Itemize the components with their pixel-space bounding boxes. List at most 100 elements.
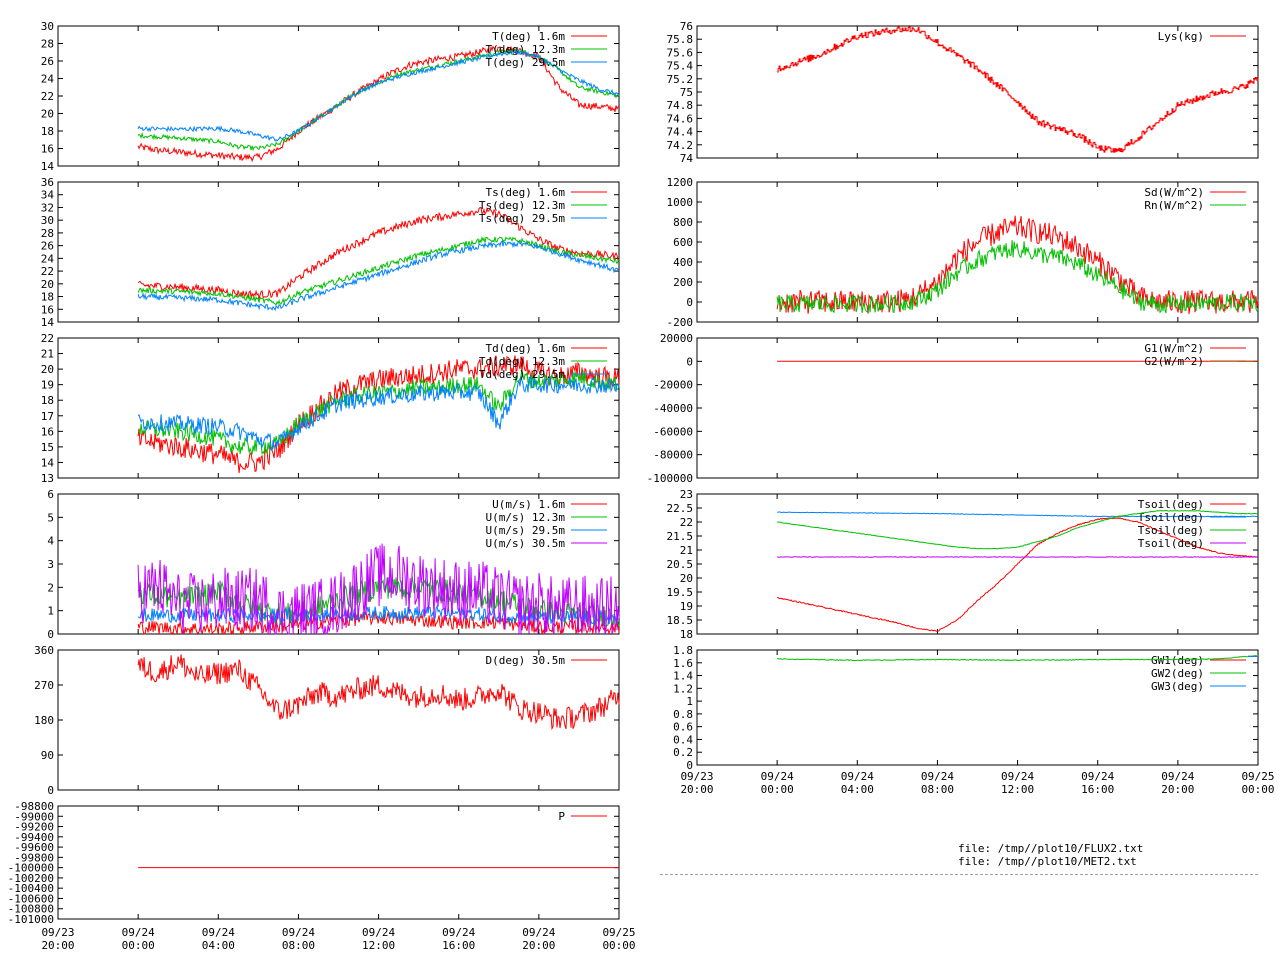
y-tick-label: 19 xyxy=(41,379,54,392)
y-tick-label: -100000 xyxy=(8,862,54,875)
x-tick-label-date: 09/24 xyxy=(202,926,235,939)
y-tick-label: 1 xyxy=(47,605,54,618)
series-soil-temp-2 xyxy=(776,509,1259,550)
y-tick-label: 22 xyxy=(680,516,693,529)
y-tick-label: 18 xyxy=(41,394,54,407)
y-tick-label: 14 xyxy=(41,160,55,173)
legend-label: P xyxy=(558,810,565,823)
y-tick-label: 74 xyxy=(680,152,694,165)
y-tick-label: 18 xyxy=(41,291,54,304)
y-tick-label: -200 xyxy=(667,316,694,329)
y-tick-label: 0 xyxy=(686,296,693,309)
y-tick-label: 0.8 xyxy=(673,708,693,721)
y-tick-label: 16 xyxy=(41,143,54,156)
y-tick-label: 4 xyxy=(47,535,54,548)
y-tick-label: 75.2 xyxy=(667,73,694,86)
panel-wind-dir: 0 90 180 270 360 D(deg) 30.5m xyxy=(34,644,620,797)
x-tick-label-time: 00:00 xyxy=(602,939,635,952)
y-tick-label: 76 xyxy=(680,20,693,33)
y-tick-label: 26 xyxy=(41,55,54,68)
series-soil-temp-3 xyxy=(777,556,1259,558)
legend-label: U(m/s) 30.5m xyxy=(486,537,566,550)
y-tick-label: 19 xyxy=(680,600,693,613)
x-tick-label-date: 09/24 xyxy=(122,926,155,939)
y-tick-label: 18 xyxy=(680,628,693,641)
y-tick-label: 0.4 xyxy=(673,733,693,746)
y-tick-label: 5 xyxy=(47,511,54,524)
legend-label: Ts(deg) 29.5m xyxy=(479,212,565,225)
y-tick-label: 18.5 xyxy=(667,614,694,627)
y-tick-label: -99000 xyxy=(14,810,54,823)
panel-radiation: -200 0 200 400 600 800 1000 1200 Sd(W/m^2)Rn(W/m… xyxy=(667,176,1259,329)
legend-label: T(deg) 1.6m xyxy=(492,30,565,43)
series-dew-temp-0 xyxy=(137,355,620,474)
y-tick-label: 20 xyxy=(41,108,54,121)
series-lysimeter-0 xyxy=(777,26,1259,153)
series-radiation-1 xyxy=(776,240,1259,314)
series-ground-water-1 xyxy=(777,654,1259,662)
x-tick-label-date: 09/24 xyxy=(761,770,794,783)
y-tick-label: 26 xyxy=(41,240,54,253)
y-tick-label: 20000 xyxy=(660,332,693,345)
x-tick-label-time: 08:00 xyxy=(282,939,315,952)
y-tick-label: 1000 xyxy=(667,196,694,209)
y-tick-label: 75 xyxy=(680,86,693,99)
x-tick-label-date: 09/24 xyxy=(522,926,555,939)
legend-label: G2(W/m^2) xyxy=(1144,355,1204,368)
y-tick-label: -100800 xyxy=(8,903,54,916)
y-tick-label: 22 xyxy=(41,90,54,103)
x-tick-label-time: 00:00 xyxy=(1241,783,1274,796)
series-air-temp-0 xyxy=(137,45,619,163)
x-tick-label-time: 08:00 xyxy=(921,783,954,796)
y-tick-label: 200 xyxy=(673,276,693,289)
panel-pressure: -101000-100800-100600-100400-100200-1000… xyxy=(8,800,620,926)
y-tick-label: 0 xyxy=(47,628,54,641)
legend-label: D(deg) 30.5m xyxy=(486,654,566,667)
y-tick-label: -100400 xyxy=(8,882,54,895)
y-tick-label: 19.5 xyxy=(667,586,694,599)
ground-water-frame xyxy=(696,649,1259,766)
panel-wind-speed: 0 1 2 3 4 5 6 U(m/s) 1.6mU(m/s) 12.3mU(m/s) 29.… xyxy=(47,488,620,641)
x-tick-label-date: 09/25 xyxy=(1241,770,1274,783)
x-tick-label-time: 20:00 xyxy=(680,783,713,796)
legend-label: GW3(deg) xyxy=(1151,680,1204,693)
y-tick-label: 1.8 xyxy=(673,644,693,657)
legend-label: Lys(kg) xyxy=(1158,30,1204,43)
legend-label: GW2(deg) xyxy=(1151,667,1204,680)
y-tick-label: 13 xyxy=(41,472,54,485)
y-tick-label: 270 xyxy=(34,679,54,692)
y-tick-label: 22 xyxy=(41,332,54,345)
y-tick-label: 0 xyxy=(686,759,693,772)
series-surface-temp-2 xyxy=(137,239,620,312)
lysimeter-frame xyxy=(696,25,1259,159)
y-tick-label: -99200 xyxy=(14,821,54,834)
legend-label: U(m/s) 12.3m xyxy=(486,511,566,524)
y-tick-label: 3 xyxy=(47,558,54,571)
y-tick-label: -20000 xyxy=(653,379,693,392)
x-tick-label-time: 12:00 xyxy=(362,939,395,952)
y-tick-label: 14 xyxy=(41,316,55,329)
x-tick-label-date: 09/24 xyxy=(921,770,954,783)
x-tick-label-time: 20:00 xyxy=(1161,783,1194,796)
y-tick-label: 75.4 xyxy=(667,60,694,73)
y-tick-label: 800 xyxy=(673,216,693,229)
y-tick-label: 20 xyxy=(41,363,54,376)
y-tick-label: 24 xyxy=(41,73,55,86)
series-soil-temp-1 xyxy=(777,511,1259,518)
series-soil-temp-0 xyxy=(776,517,1259,632)
y-tick-label: 74.4 xyxy=(667,126,694,139)
y-tick-label: 75.8 xyxy=(667,33,694,46)
file-info-line-1: file: /tmp//plot10/FLUX2.txt xyxy=(958,842,1144,855)
y-tick-label: -99800 xyxy=(14,851,54,864)
y-tick-label: 90 xyxy=(41,749,54,762)
y-tick-label: 600 xyxy=(673,236,693,249)
x-tick-label-time: 12:00 xyxy=(1001,783,1034,796)
y-tick-label: 21.5 xyxy=(667,530,694,543)
y-tick-label: 0 xyxy=(47,784,54,797)
y-tick-label: 18 xyxy=(41,125,54,138)
y-tick-label: 20.5 xyxy=(667,558,694,571)
